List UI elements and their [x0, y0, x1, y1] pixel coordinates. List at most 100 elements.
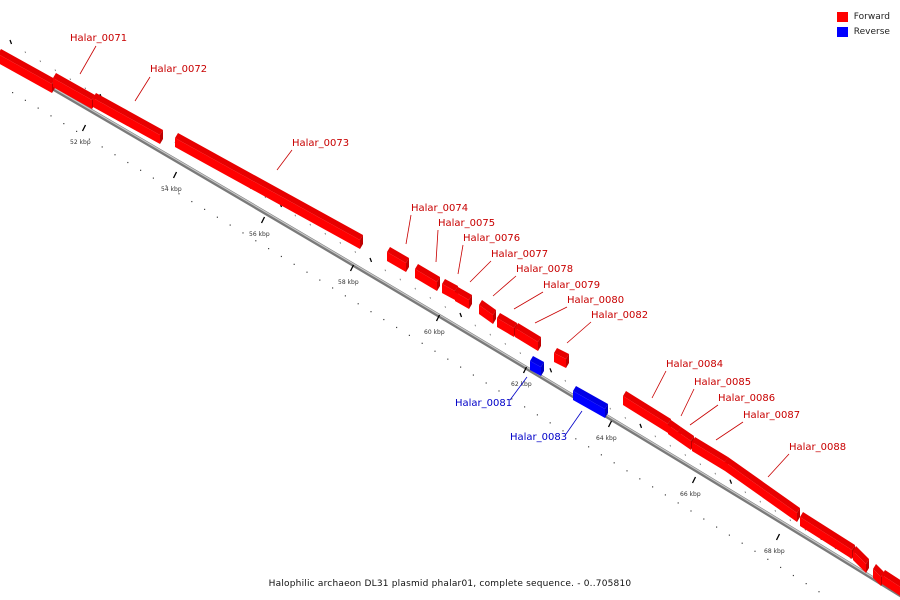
upper-tick: [399, 278, 401, 281]
upper-tick: [354, 251, 356, 253]
minor-tick: [370, 311, 372, 313]
major-tick: [260, 216, 266, 224]
gene-label: Halar_0071: [70, 33, 127, 44]
label-leader: [566, 321, 592, 344]
upper-tick: [744, 491, 746, 494]
legend-reverse-label: Reverse: [853, 26, 890, 37]
upper-tick: [39, 60, 41, 63]
upper-tick: [639, 423, 643, 429]
feature-front: [800, 517, 852, 559]
gene-feature: [515, 323, 541, 351]
minor-tick: [562, 430, 564, 432]
minor-tick: [716, 526, 718, 528]
minor-tick: [152, 177, 154, 179]
minor-tick: [408, 334, 410, 336]
minor-tick: [357, 303, 359, 305]
legend-reverse: Reverse: [836, 24, 890, 39]
sequence-caption: Halophilic archaeon DL31 plasmid phalar0…: [268, 579, 632, 589]
minor-tick: [229, 224, 231, 226]
major-tick: [81, 124, 87, 132]
label-leader: [651, 370, 667, 399]
minor-tick: [37, 107, 39, 109]
feature-front: [0, 55, 52, 93]
feature-top: [515, 323, 541, 342]
feature-top: [442, 279, 458, 291]
upper-tick: [654, 435, 656, 438]
feature-end: [160, 130, 163, 144]
minor-tick: [498, 390, 500, 392]
minor-tick: [421, 342, 423, 344]
feature-top: [725, 457, 800, 513]
feature-front: [479, 305, 493, 324]
gene-label: Halar_0073: [292, 138, 349, 149]
minor-tick: [588, 446, 590, 448]
gene-labels: Halar_0071 Halar_0072 Halar_0073 Halar_0074…: [70, 33, 846, 453]
minor-tick: [447, 358, 449, 360]
gene-feature: [692, 437, 728, 471]
major-tick: [172, 171, 178, 179]
upper-tick: [669, 444, 671, 447]
forward-swatch: [836, 11, 848, 22]
minor-tick: [703, 518, 705, 520]
feature-front: [93, 98, 160, 144]
upper-tick: [9, 39, 13, 45]
minor-tick: [472, 374, 474, 376]
feature-top: [800, 512, 855, 550]
gene-feature: [93, 93, 163, 144]
gene-label: Halar_0080: [567, 295, 624, 306]
feature-front: [442, 284, 455, 300]
gene-feature: [387, 247, 409, 272]
gene-feature: [678, 427, 694, 450]
gene-feature: [175, 133, 363, 249]
minor-tick: [728, 534, 730, 536]
minor-tick: [754, 550, 756, 552]
feature-end: [541, 362, 544, 376]
feature-front: [530, 361, 541, 376]
minor-tick: [664, 494, 666, 496]
feature-front: [668, 425, 678, 441]
upper-tick: [444, 306, 446, 308]
label-leader: [79, 45, 97, 75]
upper-tick: [369, 257, 373, 263]
minor-tick: [805, 583, 807, 585]
major-tick: [775, 533, 781, 541]
minor-tick: [434, 350, 436, 352]
minor-tick: [677, 502, 679, 504]
minor-tick: [88, 138, 90, 140]
minor-tick: [191, 200, 193, 203]
minor-tick: [767, 558, 769, 560]
label-leader: [509, 376, 528, 401]
major-tick: [607, 420, 613, 428]
upper-tick: [699, 463, 701, 466]
minor-tick: [524, 406, 526, 408]
legend-forward-label: Forward: [853, 11, 890, 22]
minor-tick: [383, 318, 385, 321]
feature-front: [623, 396, 668, 433]
minor-tick: [600, 454, 602, 456]
minor-tick: [50, 115, 52, 117]
feature-front: [415, 269, 437, 291]
gene-feature: [455, 287, 472, 309]
upper-tick: [339, 241, 341, 244]
label-leaders: [79, 45, 790, 478]
gene-feature: [623, 391, 671, 433]
minor-tick: [626, 470, 628, 472]
gene-label: Halar_0082: [591, 310, 648, 321]
minor-tick: [24, 99, 26, 101]
gene-label: Halar_0072: [150, 64, 207, 75]
minor-tick: [652, 486, 654, 488]
feature-front: [573, 391, 605, 418]
minor-tick: [114, 154, 116, 156]
tick-label: 68 kbp: [764, 548, 785, 555]
feature-front: [497, 318, 514, 337]
feature-top: [530, 356, 544, 367]
feature-front: [678, 432, 691, 450]
feature-end: [538, 337, 541, 351]
gene-feature: [573, 386, 608, 418]
feature-top: [175, 133, 363, 240]
feature-top: [678, 427, 694, 441]
minor-tick: [792, 574, 794, 577]
minor-tick: [549, 422, 551, 424]
minor-tick: [63, 123, 65, 125]
